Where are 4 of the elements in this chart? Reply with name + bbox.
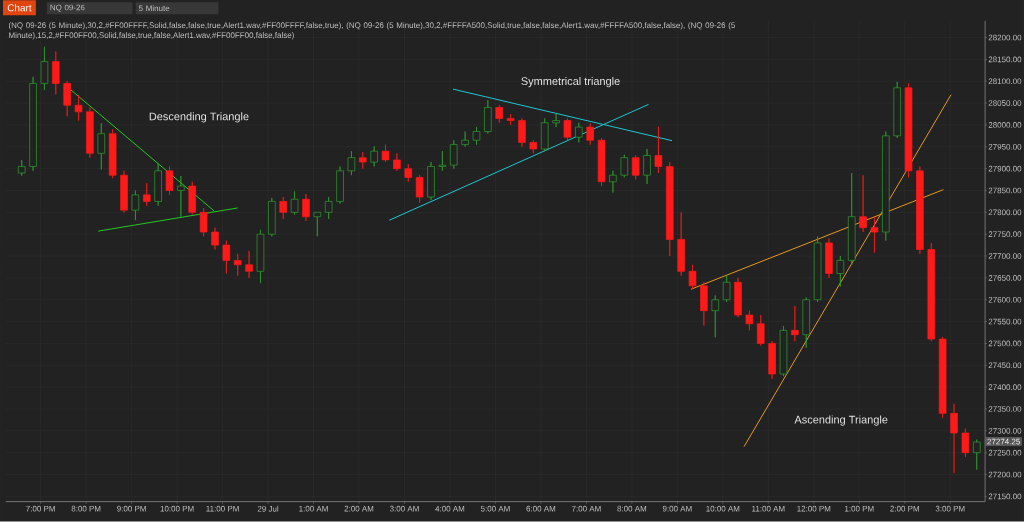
annotation: Ascending Triangle [794, 415, 888, 426]
annotation: Descending Triangle [149, 112, 249, 123]
annotation: Symmetrical triangle [521, 77, 620, 88]
text: Chart [7, 4, 32, 12]
